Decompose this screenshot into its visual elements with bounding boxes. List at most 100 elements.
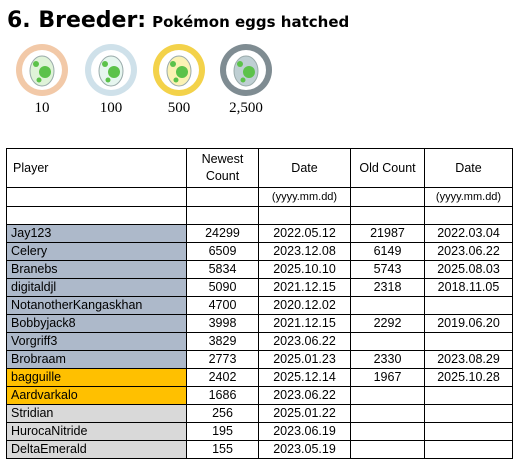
gold-egg-badge-icon <box>153 44 205 96</box>
badge: 500 <box>148 42 210 117</box>
newest-date: 2023.06.22 <box>258 332 351 351</box>
old-date <box>424 296 513 315</box>
old-count: 1967 <box>350 368 425 387</box>
badge-label: 100 <box>99 100 123 116</box>
table-row: Jay123 24299 2022.05.12 21987 2022.03.04 <box>6 224 513 243</box>
player-name: Stridian <box>6 404 187 423</box>
header-player: Player <box>6 148 187 188</box>
newest-count: 256 <box>186 404 259 423</box>
newest-count: 2402 <box>186 368 259 387</box>
badge-label: 500 <box>167 100 191 116</box>
empty-cell <box>6 187 187 207</box>
player-name: Brobraam <box>6 350 187 369</box>
newest-date: 2021.12.15 <box>258 314 351 333</box>
newest-count: 6509 <box>186 242 259 261</box>
table-row: DeltaEmerald 155 2023.05.19 <box>6 440 513 459</box>
newest-date: 2021.12.15 <box>258 278 351 297</box>
date-format-row: (yyyy.mm.dd) (yyyy.mm.dd) <box>6 187 513 207</box>
table-row: Vorgriff3 3829 2023.06.22 <box>6 332 513 351</box>
newest-date: 2020.12.02 <box>258 296 351 315</box>
header-old-count: Old Count <box>350 148 425 188</box>
old-count: 2330 <box>350 350 425 369</box>
old-date: 2018.11.05 <box>424 278 513 297</box>
empty-cell <box>350 187 425 207</box>
newest-date: 2025.10.10 <box>258 260 351 279</box>
empty-cell <box>258 206 351 225</box>
table-row: Stridian 256 2025.01.22 <box>6 404 513 423</box>
newest-date: 2025.01.22 <box>258 404 351 423</box>
table-row: Aardvarkalo 1686 2023.06.22 <box>6 386 513 405</box>
page-title: 6. Breeder: Pokémon eggs hatched <box>7 8 349 33</box>
newest-date: 2023.12.08 <box>258 242 351 261</box>
old-count: 6149 <box>350 242 425 261</box>
newest-count: 155 <box>186 440 259 459</box>
silver-egg-badge-icon <box>85 44 137 96</box>
player-name: Bobbyjack8 <box>6 314 187 333</box>
newest-date: 2023.06.22 <box>258 386 351 405</box>
header-date: Date <box>258 148 351 188</box>
newest-date: 2025.12.14 <box>258 368 351 387</box>
player-name: NotanotherKangaskhan <box>6 296 187 315</box>
table-row: Branebs 5834 2025.10.10 5743 2025.08.03 <box>6 260 513 279</box>
newest-count: 195 <box>186 422 259 441</box>
newest-count: 5834 <box>186 260 259 279</box>
newest-count: 3998 <box>186 314 259 333</box>
date-format-note: (yyyy.mm.dd) <box>424 187 513 207</box>
empty-cell <box>186 206 259 225</box>
newest-count: 4700 <box>186 296 259 315</box>
table-row: HurocaNitride 195 2023.06.19 <box>6 422 513 441</box>
player-name: Celery <box>6 242 187 261</box>
table-row: Celery 6509 2023.12.08 6149 2023.06.22 <box>6 242 513 261</box>
table-row: bagguille 2402 2025.12.14 1967 2025.10.28 <box>6 368 513 387</box>
player-name: Vorgriff3 <box>6 332 187 351</box>
old-count <box>350 404 425 423</box>
old-date <box>424 422 513 441</box>
badge-label: 2,500 <box>229 100 263 116</box>
table-header-row: Player Newest Count Date Old Count Date <box>6 148 513 188</box>
empty-cell <box>350 206 425 225</box>
old-date <box>424 404 513 423</box>
platinum-egg-badge-icon <box>220 44 272 96</box>
empty-cell <box>6 206 187 225</box>
newest-date: 2022.05.12 <box>258 224 351 243</box>
table-row: Brobraam 2773 2025.01.23 2330 2023.08.29 <box>6 350 513 369</box>
old-count: 21987 <box>350 224 425 243</box>
spacer-row <box>6 206 513 225</box>
old-count: 2318 <box>350 278 425 297</box>
newest-date: 2025.01.23 <box>258 350 351 369</box>
old-count <box>350 440 425 459</box>
player-name: Jay123 <box>6 224 187 243</box>
old-date: 2023.06.22 <box>424 242 513 261</box>
newest-count: 2773 <box>186 350 259 369</box>
breeder-table: Player Newest Count Date Old Count Date … <box>6 148 513 459</box>
table-row: Bobbyjack8 3998 2021.12.15 2292 2019.06.20 <box>6 314 513 333</box>
player-name: digitaldjl <box>6 278 187 297</box>
title-subtitle: Pokémon eggs hatched <box>152 13 350 31</box>
player-name: HurocaNitride <box>6 422 187 441</box>
old-date: 2022.03.04 <box>424 224 513 243</box>
badge-row: 10 100 500 2,500 <box>0 42 300 122</box>
old-count: 5743 <box>350 260 425 279</box>
old-date <box>424 386 513 405</box>
badge: 100 <box>80 42 142 117</box>
newest-date: 2023.06.19 <box>258 422 351 441</box>
empty-cell <box>424 206 513 225</box>
newest-count: 24299 <box>186 224 259 243</box>
old-date: 2025.08.03 <box>424 260 513 279</box>
badge: 10 <box>11 42 73 117</box>
header-old-date: Date <box>424 148 513 188</box>
player-name: DeltaEmerald <box>6 440 187 459</box>
newest-count: 3829 <box>186 332 259 351</box>
empty-cell <box>186 187 259 207</box>
player-name: bagguille <box>6 368 187 387</box>
old-count <box>350 422 425 441</box>
newest-date: 2023.05.19 <box>258 440 351 459</box>
old-date: 2019.06.20 <box>424 314 513 333</box>
old-count: 2292 <box>350 314 425 333</box>
player-name: Aardvarkalo <box>6 386 187 405</box>
badge: 2,500 <box>215 42 277 117</box>
header-newest-count: Newest Count <box>186 148 259 188</box>
old-date <box>424 332 513 351</box>
newest-count: 1686 <box>186 386 259 405</box>
bronze-egg-badge-icon <box>16 44 68 96</box>
